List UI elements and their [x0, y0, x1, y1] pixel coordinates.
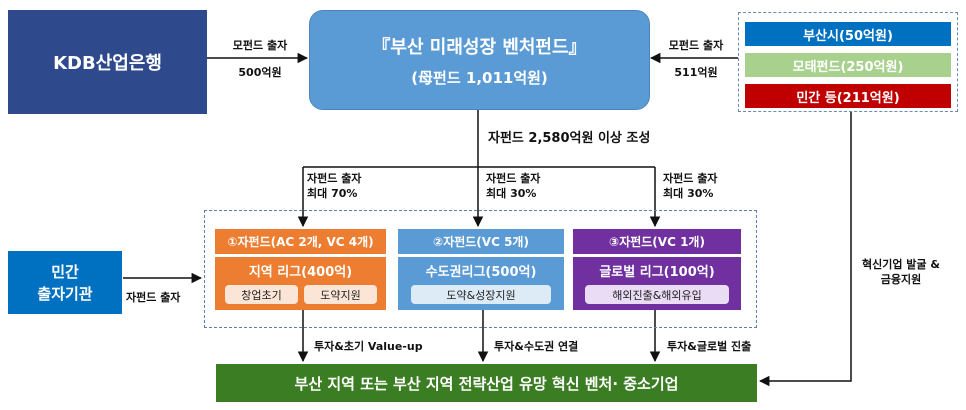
child-funds-group [204, 210, 757, 328]
fund1-tag-1: 창업초기 [225, 285, 298, 304]
investor-private: 민간 등(211억원) [745, 84, 951, 108]
investors-group [738, 12, 958, 112]
kdb-box: KDB산업은행 [8, 10, 207, 114]
target-box: 부산 지역 또는 부산 지역 전략산업 유망 혁신 벤처· 중소기업 [216, 364, 757, 402]
kdb-name: KDB산업은행 [53, 53, 162, 74]
fund3-tag-1: 해외진출&해외유입 [585, 285, 729, 304]
fund1-tag-2: 도약지원 [304, 285, 377, 304]
fund3-header: ③자펀드(VC 1개) [573, 229, 741, 254]
kdb-amount: 500억원 [238, 66, 282, 79]
mother-fund-subtitle: (母펀드 1,011억원) [411, 68, 548, 87]
fund1-outcome: 투자&초기 Value-up [314, 340, 423, 353]
support-label: 혁신기업 발굴 & 금융지원 [862, 258, 940, 286]
fund2-outcome: 투자&수도권 연결 [494, 340, 579, 353]
fund2-tag-1: 도약&성장지원 [411, 285, 551, 304]
private-investor-label: 자펀드 출자 [126, 291, 181, 304]
fund3-outcome: 투자&글로벌 진출 [667, 340, 752, 353]
contribution-2: 자펀드 출자 최대 30% [486, 172, 541, 200]
investor-mother-fund: 모태펀드(250억원) [745, 53, 951, 77]
child-fund-note: 자펀드 2,580억원 이상 조성 [488, 131, 651, 146]
arrow-support-to-target [758, 112, 852, 387]
private-investor-box: 민간 출자기관 [8, 251, 122, 314]
kdb-fund-label: 모펀드 출자 [232, 39, 288, 52]
mother-fund-box: 『부산 미래성장 벤처펀드』 (母펀드 1,011억원) [309, 10, 650, 110]
mother-fund-title: 『부산 미래성장 벤처펀드』 [372, 36, 587, 58]
investors-fund-label: 모펀드 출자 [668, 39, 724, 52]
fund1-league: 지역 리그(400억) [248, 264, 353, 280]
investor-busan: 부산시(50억원) [745, 22, 951, 46]
investors-amount: 511억원 [674, 66, 718, 79]
fund2-header: ②자펀드(VC 5개) [398, 229, 564, 254]
fund2-league: 수도권리그(500억) [425, 264, 537, 280]
fund1-header: ①자펀드(AC 2개, VC 4개) [215, 229, 386, 254]
contribution-3: 자펀드 출자 최대 30% [663, 172, 718, 200]
fund3-league: 글로벌 리그(100억) [599, 264, 715, 280]
contribution-1: 자펀드 출자 최대 70% [307, 172, 362, 200]
